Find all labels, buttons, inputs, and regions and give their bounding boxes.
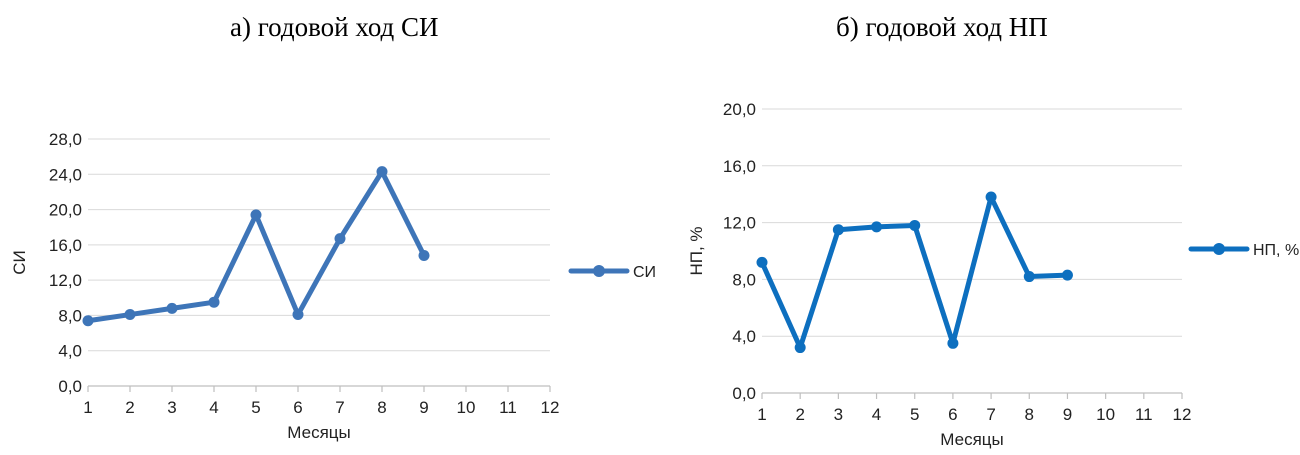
chart-a-y-tick-label: 20,0: [49, 201, 82, 220]
chart-b-x-tick-label: 1: [757, 405, 766, 424]
chart-a-x-tick-label: 1: [83, 398, 92, 417]
chart-b-x-tick-label: 6: [948, 405, 957, 424]
chart-b-data-point: [832, 224, 844, 236]
chart-b-x-tick-label: 11: [1135, 405, 1153, 424]
chart-a-data-point: [166, 302, 178, 314]
chart-b-y-tick-label: 16,0: [723, 157, 756, 176]
chart-a-y-tick-label: 24,0: [49, 165, 82, 184]
chart-b-y-tick-label: 4,0: [732, 327, 756, 346]
chart-a-data-point: [250, 209, 262, 221]
chart-b-y-axis-title: НП, %: [687, 226, 706, 275]
chart-a-legend-label: СИ: [633, 264, 656, 281]
chart-a-legend-marker: [593, 265, 605, 277]
chart-b-x-tick-label: 2: [795, 405, 804, 424]
chart-a-y-axis-title: СИ: [10, 250, 29, 275]
chart-a-data-point: [418, 249, 430, 261]
chart-b-data-point: [947, 337, 959, 349]
chart-b-data-point: [1061, 269, 1073, 281]
chart-a-x-tick-label: 10: [457, 398, 476, 417]
chart-b-legend-marker: [1213, 243, 1225, 255]
chart-b-data-point: [794, 342, 806, 354]
chart-a-y-tick-label: 16,0: [49, 236, 82, 255]
chart-b-x-tick-label: 7: [986, 405, 995, 424]
chart-a-x-axis-title: Месяцы: [287, 423, 350, 442]
chart-a-y-tick-label: 8,0: [58, 306, 82, 325]
chart-b-x-tick-label: 3: [834, 405, 843, 424]
chart-a-data-point: [82, 315, 94, 327]
chart-a-x-tick-label: 5: [251, 398, 260, 417]
chart-a-x-tick-label: 4: [209, 398, 218, 417]
chart-b-data-point: [756, 256, 768, 268]
chart-b-x-axis-title: Месяцы: [940, 430, 1003, 449]
chart-b-data-point: [985, 191, 997, 203]
chart-a-x-tick-label: 11: [499, 398, 517, 417]
chart-b-x-tick-label: 8: [1025, 405, 1034, 424]
chart-a-x-tick-label: 3: [167, 398, 176, 417]
chart-b-y-tick-label: 20,0: [723, 100, 756, 119]
chart-a-x-tick-label: 8: [377, 398, 386, 417]
chart-b-x-tick-label: 12: [1173, 405, 1192, 424]
chart-a-y-tick-label: 0,0: [58, 377, 82, 396]
chart-b-y-tick-label: 0,0: [732, 384, 756, 403]
chart-a-data-point: [376, 166, 388, 178]
chart-a-y-tick-label: 28,0: [49, 130, 82, 149]
chart-a-data-point: [208, 296, 220, 308]
chart-b-caption: б) годовой ход НП: [836, 12, 1048, 42]
chart-b-y-tick-label: 12,0: [723, 214, 756, 233]
chart-a-x-tick-label: 2: [125, 398, 134, 417]
chart-b-data-point: [871, 221, 883, 233]
chart-b-data-point: [909, 219, 921, 231]
chart-a-x-tick-label: 9: [419, 398, 428, 417]
chart-b-series-line: [759, 194, 1070, 351]
chart-b-legend-label: НП, %: [1253, 242, 1299, 259]
chart-b-x-tick-label: 10: [1096, 405, 1115, 424]
chart-a-x-tick-label: 6: [293, 398, 302, 417]
chart-b-x-tick-label: 5: [910, 405, 919, 424]
chart-a-data-point: [292, 309, 304, 321]
chart-b-y-tick-label: 8,0: [732, 270, 756, 289]
chart-a-y-tick-label: 4,0: [58, 342, 82, 361]
chart-a-y-tick-label: 12,0: [49, 271, 82, 290]
chart-b-data-point: [1023, 271, 1035, 283]
chart-a-x-tick-label: 12: [541, 398, 560, 417]
chart-a-data-point: [334, 233, 346, 245]
chart-a-data-point: [124, 309, 136, 321]
chart-b-x-tick-label: 4: [872, 405, 881, 424]
chart-a-x-tick-label: 7: [335, 398, 344, 417]
chart-b-x-tick-label: 9: [1063, 405, 1072, 424]
chart-a-caption: а) годовой ход СИ: [230, 12, 439, 42]
